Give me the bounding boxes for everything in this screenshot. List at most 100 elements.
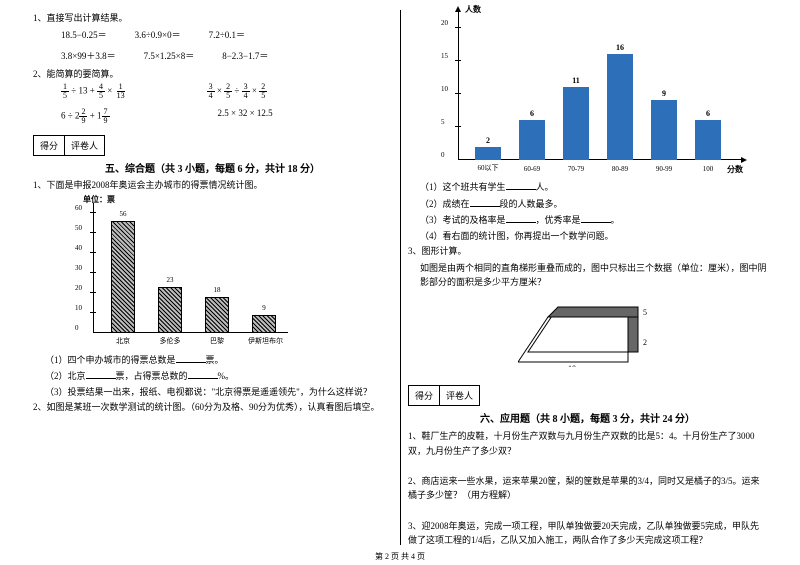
ylab: 0 xyxy=(441,151,445,159)
r-sub1: （1）这个班共有学生 人。 xyxy=(408,180,767,195)
bar-val: 6 xyxy=(519,109,545,118)
bar-val: 56 xyxy=(108,210,138,218)
score-box: 得分 评卷人 xyxy=(33,135,392,156)
right-column: 人数 分数 0 5 10 15 20 2 60以下 6 60-69 11 70-… xyxy=(400,10,775,560)
bar-lab: 60以下 xyxy=(471,163,505,173)
bar xyxy=(651,100,677,160)
txt: 。 xyxy=(611,215,620,225)
lbl: 2 xyxy=(643,338,647,347)
ylab: 0 xyxy=(75,324,79,332)
lbl: 10 xyxy=(568,364,576,367)
eq: 8−2.3−1.7＝ xyxy=(222,49,268,62)
chart1-unit: 单位：票 xyxy=(83,194,115,205)
ylab: 30 xyxy=(75,264,82,272)
score-label: 得分 xyxy=(33,135,65,156)
ylab: 60 xyxy=(75,204,82,212)
txt: 人。 xyxy=(536,182,554,192)
page-footer: 第 2 页 共 4 页 xyxy=(0,551,800,562)
r-sub4: （4）看右面的统计图，你再提出一个数学问题。 xyxy=(408,230,767,244)
bar-beijing xyxy=(111,221,135,333)
q3-text: 如图是由两个相同的直角梯形重叠而成的，图中只标出三个数据（单位：厘米），图中阴影… xyxy=(408,261,767,290)
bar-val: 2 xyxy=(475,136,501,145)
q5-1-2: （2）北京 票，占得票总数的 %。 xyxy=(33,369,392,384)
ylab: 10 xyxy=(75,304,82,312)
txt: （2）北京 xyxy=(45,371,86,381)
txt: （1）这个班共有学生 xyxy=(420,182,506,192)
eq: 3.6÷0.9×0＝ xyxy=(135,28,181,41)
bar xyxy=(475,147,501,160)
section-6-title: 六、应用题（共 8 小题，每题 3 分，共计 24 分） xyxy=(408,410,767,425)
q5-2: 2、如图是某班一次数学测试的统计图。（60分为及格、90分为优秀），认真看图后填… xyxy=(33,401,392,415)
bar-val: 23 xyxy=(155,276,185,284)
eq: 3.8×99＋3.8＝ xyxy=(61,49,116,62)
bar-paris xyxy=(205,297,229,333)
q2-row1: 15 ÷ 13 + 45 × 113 34 × 25 ÷ 34 × 25 xyxy=(33,83,392,100)
q1-row2: 3.8×99＋3.8＝ 7.5×1.25×8＝ 8−2.3−1.7＝ xyxy=(33,49,392,62)
q6-2: 2、商店运来一些水果，运来苹果20筐，梨的筐数是苹果的3/4，同时又是橘子的3/… xyxy=(408,474,767,503)
trapezoid-figure: 5 2 10 xyxy=(518,297,658,367)
bar-lab: 伊斯坦布尔 xyxy=(243,336,288,346)
txt: ，优秀率是 xyxy=(536,215,581,225)
q6-1: 1、鞋厂生产的皮鞋，十月份生产双数与九月份生产双数的比是5：4。十月份生产了30… xyxy=(408,429,767,458)
score-label: 得分 xyxy=(408,385,440,406)
q5-1-1: （1）四个申办城市的得票总数是 票。 xyxy=(33,353,392,368)
txt: （1）四个申办城市的得票总数是 xyxy=(45,355,176,365)
ylab: 5 xyxy=(441,118,445,126)
eq: 6 ÷ 229 + 179 xyxy=(61,108,110,125)
q5-1-3: （3）投票结果一出来，报纸、电视都说："北京得票是遥遥领先"，为什么这样说？ xyxy=(33,386,392,400)
bar xyxy=(563,87,589,160)
bar-val: 18 xyxy=(202,286,232,294)
bar-istanbul xyxy=(252,315,276,333)
bar-lab: 70-79 xyxy=(559,165,593,173)
ylab: 20 xyxy=(441,19,448,27)
bar xyxy=(519,120,545,160)
q6-3: 3、迎2008年奥运，完成一项工程，甲队单独做要20天完成，乙队单独做要5完成，… xyxy=(408,519,767,548)
bar-toronto xyxy=(158,287,182,333)
x-title: 分数 xyxy=(727,164,743,175)
txt: 票，占得票总数的 xyxy=(116,371,188,381)
eq: 2.5 × 32 × 12.5 xyxy=(218,108,273,125)
eq: 7.5×1.25×8＝ xyxy=(144,49,195,62)
txt: 票。 xyxy=(206,355,224,365)
ylab: 20 xyxy=(75,284,82,292)
q1-row1: 18.5−0.25＝ 3.6÷0.9×0＝ 7.2÷0.1＝ xyxy=(33,28,392,41)
bar-lab: 90-99 xyxy=(647,165,681,173)
score-bar-chart: 人数 分数 0 5 10 15 20 2 60以下 6 60-69 11 70-… xyxy=(433,10,743,175)
bar-lab: 80-89 xyxy=(603,165,637,173)
q2-row2: 6 ÷ 229 + 179 2.5 × 32 × 12.5 xyxy=(33,108,392,125)
txt: %。 xyxy=(218,371,235,381)
ylab: 10 xyxy=(441,85,448,93)
q2-title: 2、能简算的要简算。 xyxy=(33,68,392,82)
bar-lab: 北京 xyxy=(108,336,138,346)
r-sub3: （3）考试的及格率是 ，优秀率是 。 xyxy=(408,213,767,228)
grader-label: 评卷人 xyxy=(440,385,480,406)
txt: 段的人数最多。 xyxy=(500,199,563,209)
bar-val: 11 xyxy=(563,76,589,85)
section-5-title: 五、综合题（共 3 小题，每题 6 分，共计 18 分） xyxy=(33,160,392,175)
q1-title: 1、直接写出计算结果。 xyxy=(33,12,392,26)
eq: 34 × 25 ÷ 34 × 25 xyxy=(207,83,268,100)
ylab: 40 xyxy=(75,244,82,252)
grader-label: 评卷人 xyxy=(65,135,105,156)
ylab: 15 xyxy=(441,52,448,60)
eq: 15 ÷ 13 + 45 × 113 xyxy=(61,83,127,100)
eq: 18.5−0.25＝ xyxy=(61,28,107,41)
bar-lab: 60-69 xyxy=(515,165,549,173)
bar-lab: 巴黎 xyxy=(202,336,232,346)
votes-bar-chart: 单位：票 0 10 20 30 40 50 60 56 北京 23 多伦多 18… xyxy=(63,198,293,348)
bar-val: 16 xyxy=(607,43,633,52)
txt: （3）考试的及格率是 xyxy=(420,215,506,225)
bar-val: 6 xyxy=(695,109,721,118)
q5-1: 1、下面是申报2008年奥运会主办城市的得票情况统计图。 xyxy=(33,179,392,193)
ylab: 50 xyxy=(75,224,82,232)
lbl: 5 xyxy=(643,308,647,317)
r-sub2: （2）成绩在段的人数最多。 xyxy=(408,197,767,212)
bar-val: 9 xyxy=(651,89,677,98)
bar xyxy=(695,120,721,160)
eq: 7.2÷0.1＝ xyxy=(209,28,245,41)
bar-lab: 100 xyxy=(691,165,725,173)
bar-lab: 多伦多 xyxy=(155,336,185,346)
left-column: 1、直接写出计算结果。 18.5−0.25＝ 3.6÷0.9×0＝ 7.2÷0.… xyxy=(25,10,400,560)
bar xyxy=(607,54,633,160)
y-title: 人数 xyxy=(465,4,481,15)
